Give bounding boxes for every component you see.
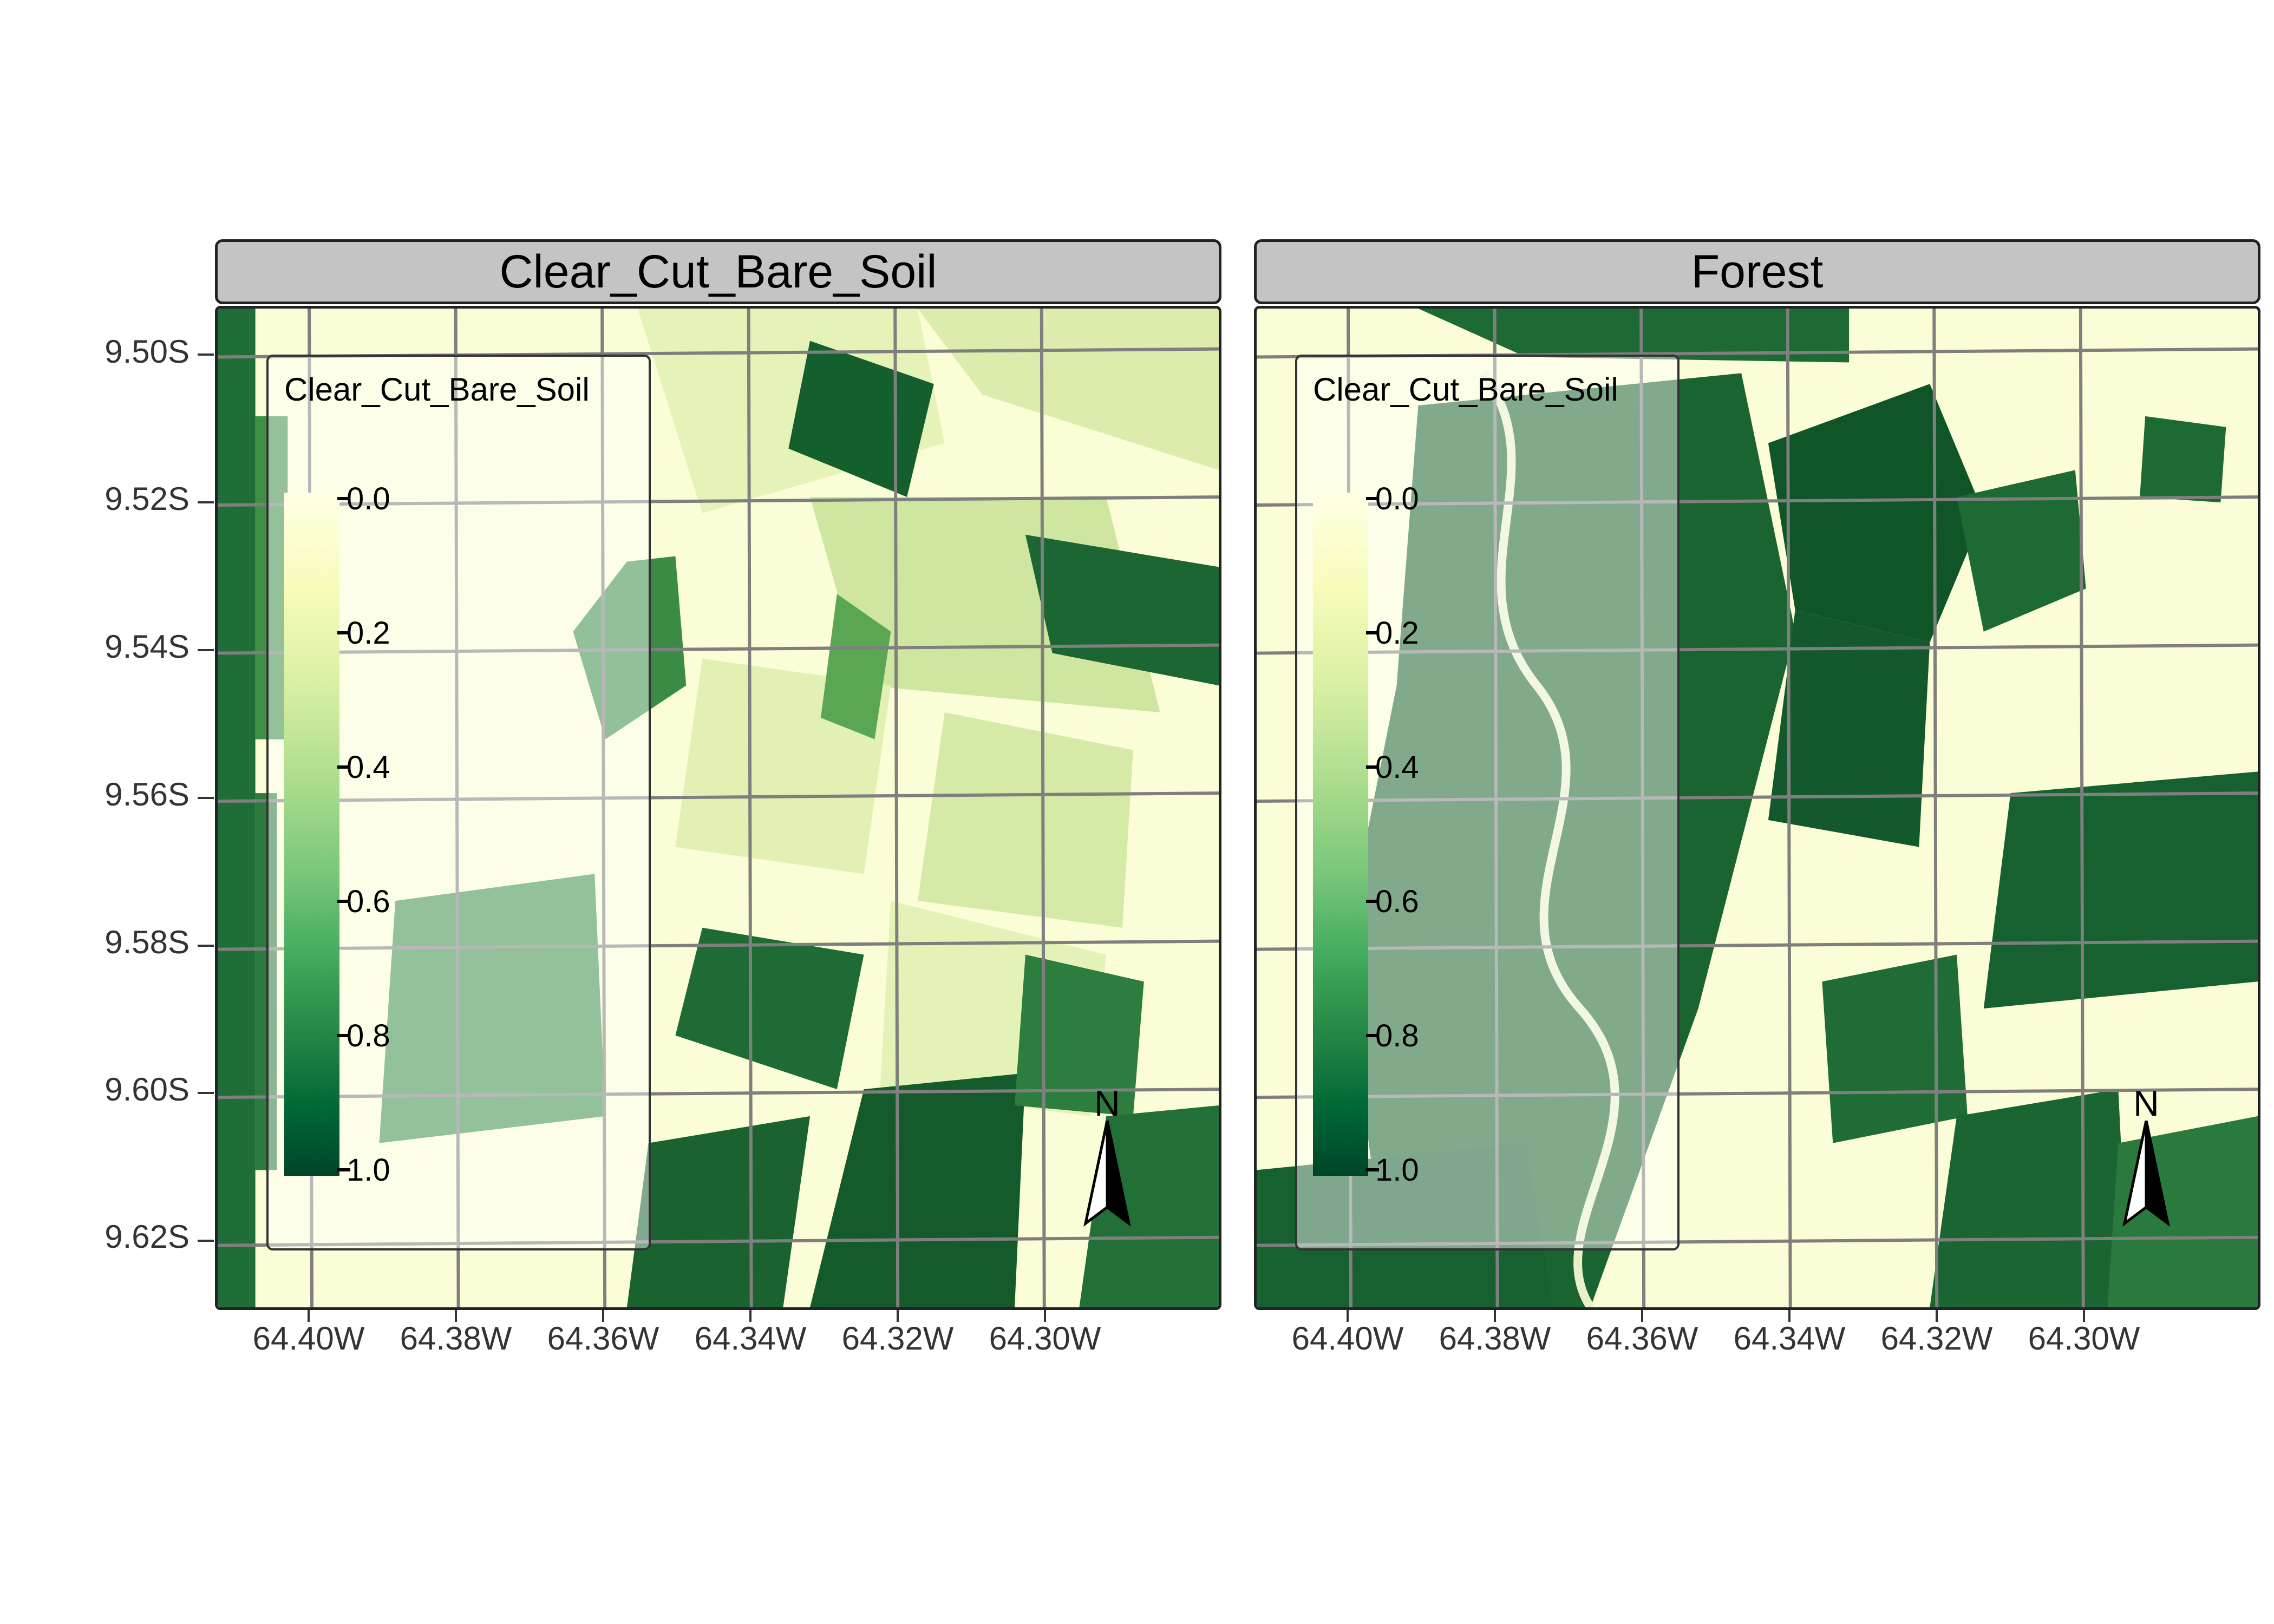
x-tick: [1347, 1310, 1349, 1322]
legend-tick: [337, 631, 350, 634]
panel-title-forest: Forest: [1254, 239, 2260, 304]
legend-label: 0.2: [347, 615, 390, 651]
x-tick-label: 64.34W: [1733, 1320, 1846, 1357]
raster-clear-cut: [218, 309, 1219, 1307]
x-tick: [1641, 1310, 1643, 1322]
y-tick-label: 9.54S: [104, 628, 190, 665]
x-tick: [897, 1310, 899, 1322]
x-tick-label: 64.34W: [694, 1320, 807, 1357]
x-tick: [1788, 1310, 1791, 1322]
legend-label: 1.0: [347, 1152, 390, 1188]
legend-tick: [1366, 900, 1379, 903]
x-tick: [308, 1310, 310, 1322]
legend-tick: [1366, 497, 1379, 500]
legend-label: 0.8: [1375, 1018, 1419, 1053]
y-tick: [198, 945, 214, 947]
x-tick: [749, 1310, 752, 1322]
legend-tick: [337, 1168, 350, 1171]
y-tick: [198, 1240, 214, 1242]
y-tick-label: 9.56S: [104, 776, 190, 813]
x-tick: [1936, 1310, 1938, 1322]
x-tick: [2083, 1310, 2085, 1322]
y-tick-label: 9.62S: [104, 1219, 190, 1255]
y-tick-label: 9.58S: [104, 924, 190, 960]
legend-colorbar: [284, 493, 339, 1176]
y-tick: [198, 353, 214, 356]
y-tick: [198, 797, 214, 799]
x-tick-label: 64.36W: [1586, 1320, 1698, 1357]
legend-label: 0.6: [347, 884, 390, 919]
x-tick-label: 64.30W: [2028, 1320, 2140, 1357]
x-tick-label: 64.32W: [841, 1320, 954, 1357]
legend-title: Clear_Cut_Bare_Soil: [1313, 371, 1618, 408]
legend-tick: [337, 497, 350, 500]
y-tick: [198, 501, 214, 503]
x-tick-label: 64.40W: [1291, 1320, 1404, 1357]
legend-label: 0.4: [1375, 750, 1419, 785]
x-tick-label: 64.30W: [989, 1320, 1101, 1357]
legend-title: Clear_Cut_Bare_Soil: [284, 371, 590, 408]
panel-title-clear-cut-label: Clear_Cut_Bare_Soil: [499, 245, 937, 298]
panel-title-clear-cut: Clear_Cut_Bare_Soil: [215, 239, 1221, 304]
x-tick-label: 64.40W: [252, 1320, 365, 1357]
x-tick: [602, 1310, 604, 1322]
legend-colorbar: [1313, 493, 1368, 1176]
legend-tick: [1366, 1034, 1379, 1037]
legend-label: 1.0: [1375, 1152, 1419, 1188]
legend-label: 0.0: [1375, 481, 1419, 516]
legend-tick: [337, 1034, 350, 1037]
legend-label: 0.4: [347, 750, 390, 785]
north-arrow-icon: N: [2114, 1083, 2179, 1227]
north-arrow-label: N: [2133, 1083, 2159, 1123]
x-tick-label: 64.38W: [400, 1320, 512, 1357]
north-arrow-icon: N: [1075, 1083, 1140, 1227]
north-arrow-label: N: [1094, 1083, 1120, 1123]
x-tick: [1494, 1310, 1496, 1322]
x-tick-label: 64.32W: [1880, 1320, 1993, 1357]
x-tick: [1044, 1310, 1046, 1322]
legend-tick: [337, 900, 350, 903]
map-panel-clear-cut: [215, 306, 1221, 1310]
legend-tick: [1366, 631, 1379, 634]
y-tick: [198, 1092, 214, 1094]
y-tick-label: 9.50S: [104, 333, 190, 370]
raster-forest: [1257, 309, 2258, 1307]
x-tick-label: 64.38W: [1439, 1320, 1551, 1357]
x-tick: [455, 1310, 457, 1322]
legend-label: 0.6: [1375, 884, 1419, 919]
legend-tick: [337, 765, 350, 769]
y-tick-label: 9.60S: [104, 1071, 190, 1108]
x-tick-label: 64.36W: [547, 1320, 659, 1357]
y-tick: [198, 649, 214, 651]
map-panel-forest: [1254, 306, 2260, 1310]
legend-label: 0.0: [347, 481, 390, 516]
legend-label: 0.8: [347, 1018, 390, 1053]
panel-title-forest-label: Forest: [1691, 245, 1824, 298]
legend-tick: [1366, 1168, 1379, 1171]
legend-label: 0.2: [1375, 615, 1419, 651]
legend-tick: [1366, 765, 1379, 769]
y-tick-label: 9.52S: [104, 481, 190, 517]
